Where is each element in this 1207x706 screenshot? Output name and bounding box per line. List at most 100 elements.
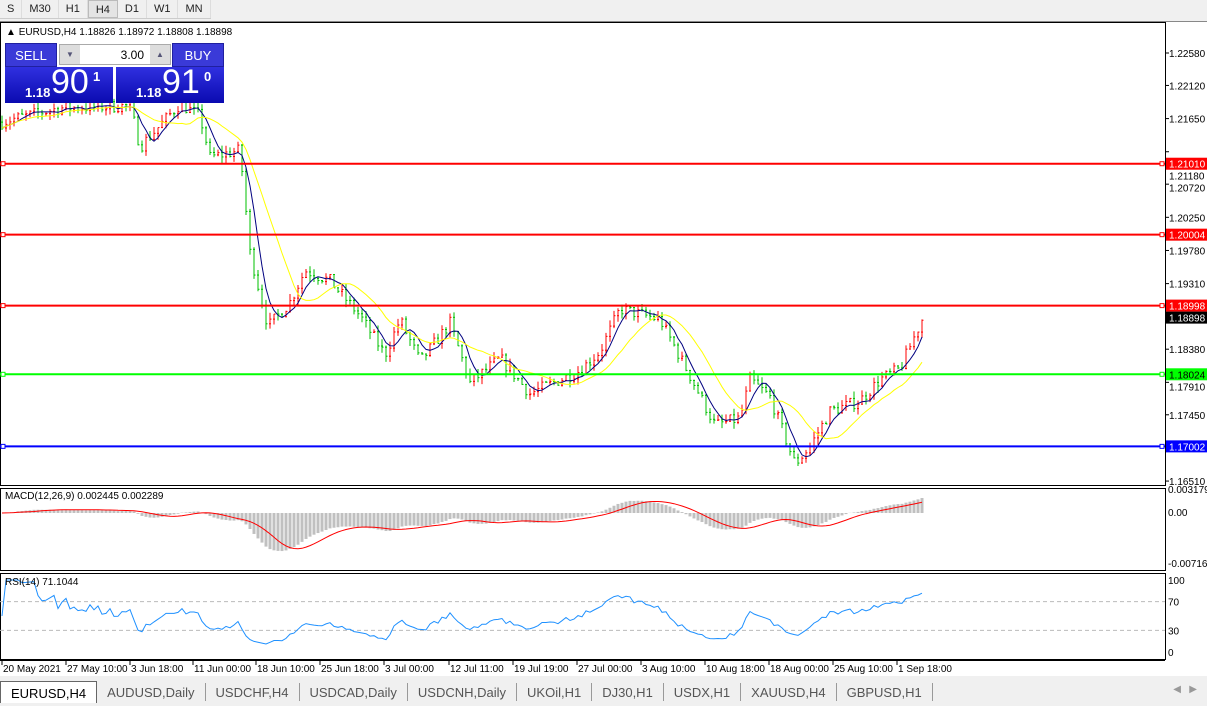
tab-xauusd-h4[interactable]: XAUUSD,H4 xyxy=(741,683,837,701)
level-price-tag xyxy=(1166,368,1207,381)
tab-gbpusd-h1[interactable]: GBPUSD,H1 xyxy=(837,683,933,701)
rsi-axis-label: 70 xyxy=(1168,598,1180,609)
level-price-label: 1.17002 xyxy=(1169,442,1206,453)
level-handle xyxy=(0,371,6,377)
tab-usdx-h1[interactable]: USDX,H1 xyxy=(664,683,742,701)
time-axis-label: 3 Jun 18:00 xyxy=(131,664,184,675)
level-price-tag xyxy=(1166,440,1207,453)
price-axis-label: 1.21650 xyxy=(1169,115,1206,126)
price-axis-label: 1.19310 xyxy=(1169,280,1206,291)
level-handle xyxy=(1159,161,1165,167)
price-axis-label: 1.21180 xyxy=(1169,172,1205,183)
level-handle xyxy=(0,303,6,309)
macd-signal-line xyxy=(1,501,923,550)
macd-axis-label: 0.00 xyxy=(1168,508,1188,519)
volume-input[interactable]: ▼ 3.00 ▲ xyxy=(59,44,171,65)
timeframe-s[interactable]: S xyxy=(0,0,23,18)
level-price-label: 1.18998 xyxy=(1169,302,1206,313)
tab-eurusd-h4[interactable]: EURUSD,H4 xyxy=(0,681,98,703)
timeframe-w1[interactable]: W1 xyxy=(147,0,179,18)
ma-slow-line xyxy=(1,106,923,440)
tab-usdchf-h4[interactable]: USDCHF,H4 xyxy=(206,683,300,701)
price-axis-label: 1.20250 xyxy=(1169,213,1206,224)
price-axis-label: 1.18380 xyxy=(1169,345,1206,356)
price-axis-label: 1.19780 xyxy=(1169,246,1206,257)
macd-frame xyxy=(0,488,1166,571)
macd-label: MACD(12,26,9) 0.002445 0.002289 xyxy=(5,491,164,502)
time-axis-label: 27 Jul 00:00 xyxy=(578,664,633,675)
rsi-frame xyxy=(0,573,1166,660)
macd-axis-label: -0.007162 xyxy=(1168,559,1207,570)
time-axis-label: 25 Aug 10:00 xyxy=(834,664,893,675)
sell-price-fraction: 1 xyxy=(93,69,101,84)
time-axis-label: 18 Aug 00:00 xyxy=(770,664,829,675)
chart-tabs: EURUSD,H4 AUDUSD,Daily USDCHF,H4 USDCAD,Dai… xyxy=(0,681,933,703)
timeframe-m30[interactable]: M30 xyxy=(22,0,59,18)
tab-ukoil-h1[interactable]: UKOil,H1 xyxy=(517,683,593,701)
time-axis-label: 25 Jun 18:00 xyxy=(321,664,379,675)
sell-price-prefix: 1.18 xyxy=(25,85,51,100)
time-axis-label: 11 Jun 00:00 xyxy=(194,664,252,675)
chart-ohlc: 1.18826 1.18972 1.18808 1.18898 xyxy=(79,27,233,38)
price-axis-label: 1.20720 xyxy=(1169,184,1206,195)
macd-axis-label: 0.003179 xyxy=(1168,485,1207,496)
time-axis-label: 12 Jul 11:00 xyxy=(450,664,504,675)
tab-dj30-h1[interactable]: DJ30,H1 xyxy=(592,683,664,701)
level-price-tag xyxy=(1166,299,1207,312)
buy-price[interactable]: 1.18 91 0 xyxy=(116,63,224,103)
price-axis-label: 1.17910 xyxy=(1169,382,1206,393)
buy-price-pips: 91 xyxy=(162,63,200,101)
level-handle xyxy=(1159,232,1165,238)
time-axis-label: 19 Jul 19:00 xyxy=(514,664,569,675)
price-axis-label: 1.16510 xyxy=(1169,477,1206,488)
tab-usdcad-daily[interactable]: USDCAD,Daily xyxy=(300,683,408,701)
tab-usdcnh-daily[interactable]: USDCNH,Daily xyxy=(408,683,518,701)
volume-value: 3.00 xyxy=(120,48,144,62)
one-click-trading-panel: SELL ▼ 3.00 ▲ BUY 1.18 90 1 1.18 91 0 xyxy=(5,43,224,103)
level-handle xyxy=(0,161,6,167)
time-axis-label: 3 Aug 10:00 xyxy=(642,664,696,675)
price-axis-label: 1.22120 xyxy=(1169,81,1206,92)
rsi-line xyxy=(1,579,923,645)
chart-header: ▲ EURUSD,H4 1.18826 1.18972 1.18808 1.18… xyxy=(6,27,233,38)
timeframe-mn[interactable]: MN xyxy=(178,0,211,18)
level-handle xyxy=(0,232,6,238)
tab-audusd-daily[interactable]: AUDUSD,Daily xyxy=(97,683,206,701)
rsi-axis-label: 30 xyxy=(1168,626,1180,637)
timeframe-toolbar: S M30 H1 H4 D1 W1 MN xyxy=(0,0,211,19)
tab-scroll-arrows[interactable]: ◀ ▶ xyxy=(1173,684,1197,695)
chart-canvas[interactable]: 1.21010 1.20004 1.18998 1.18024 1.17002 1.188… xyxy=(0,22,1207,677)
rsi-axis-label: 0 xyxy=(1168,648,1174,659)
level-price-label: 1.21010 xyxy=(1169,160,1206,171)
timeframe-h1[interactable]: H1 xyxy=(59,0,88,18)
volume-increase-button[interactable]: ▲ xyxy=(150,45,170,64)
volume-decrease-button[interactable]: ▼ xyxy=(60,45,80,64)
buy-price-prefix: 1.18 xyxy=(136,85,162,100)
sell-price[interactable]: 1.18 90 1 xyxy=(5,63,113,103)
time-axis-label: 1 Sep 18:00 xyxy=(898,664,952,675)
sell-price-pips: 90 xyxy=(51,63,89,101)
level-price-tag xyxy=(1166,228,1207,241)
level-handle xyxy=(0,443,6,449)
buy-button[interactable]: BUY xyxy=(172,43,224,67)
timeframe-h4[interactable]: H4 xyxy=(87,0,118,18)
level-handle xyxy=(1159,371,1165,377)
rsi-axis-label: 100 xyxy=(1168,576,1185,587)
price-axis-label: 1.17450 xyxy=(1169,411,1206,422)
ma-fast-line xyxy=(1,105,923,458)
level-handle xyxy=(1159,443,1165,449)
timeframe-d1[interactable]: D1 xyxy=(118,0,147,18)
chart-window[interactable]: 1.21010 1.20004 1.18998 1.18024 1.17002 1.188… xyxy=(0,21,1207,676)
current-price-tag xyxy=(1166,311,1207,324)
chart-symbol: EURUSD,H4 xyxy=(18,27,77,38)
price-axis-label: 1.22580 xyxy=(1169,49,1206,60)
time-axis-label: 10 Aug 18:00 xyxy=(706,664,765,675)
buy-price-fraction: 0 xyxy=(204,69,212,84)
time-axis-label: 18 Jun 10:00 xyxy=(257,664,315,675)
time-axis-label: 27 May 10:00 xyxy=(67,664,128,675)
sell-button[interactable]: SELL xyxy=(5,43,57,67)
current-price-label: 1.18898 xyxy=(1169,314,1206,325)
level-price-label: 1.20004 xyxy=(1169,231,1206,242)
rsi-label: RSI(14) 71.1044 xyxy=(5,577,79,588)
level-price-tag xyxy=(1166,157,1207,170)
